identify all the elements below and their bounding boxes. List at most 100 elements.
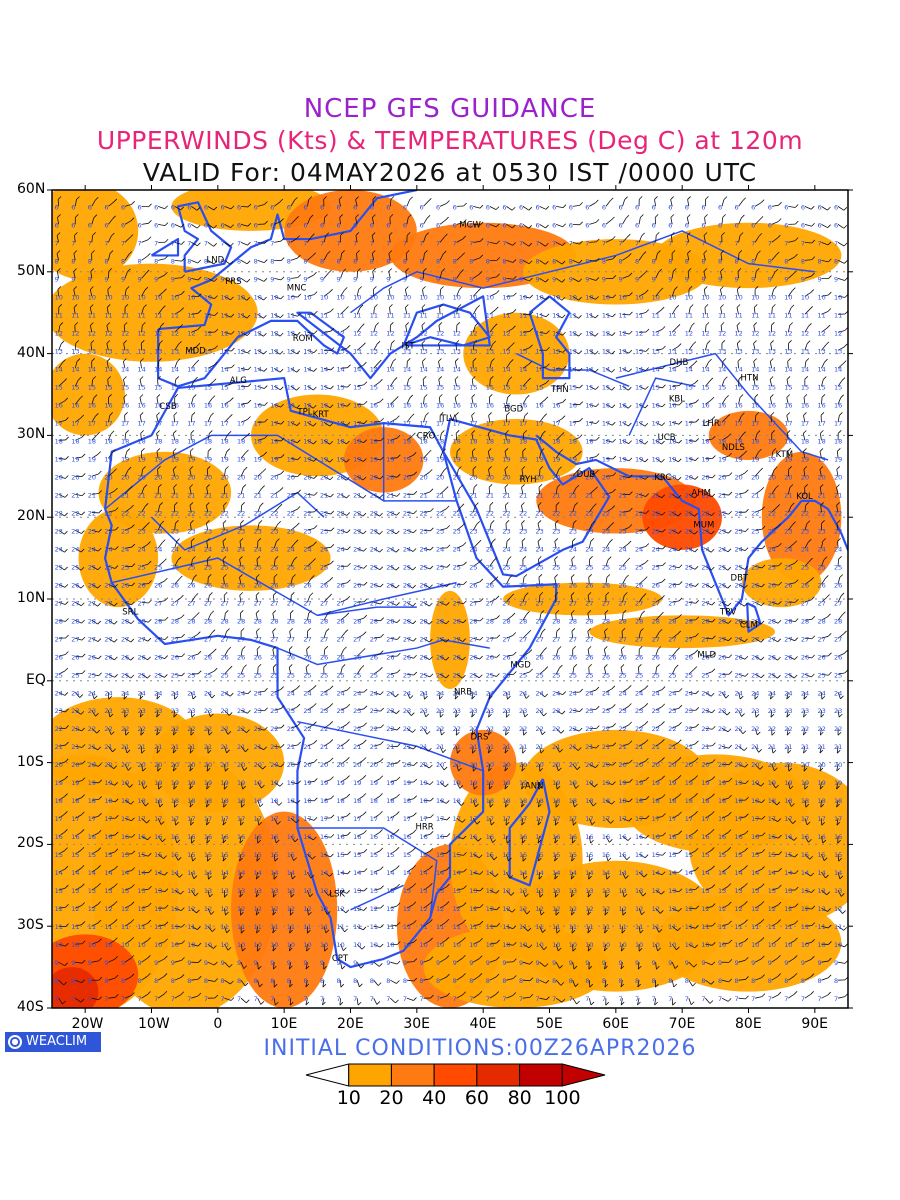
svg-text:11: 11	[701, 311, 709, 319]
svg-text:6: 6	[353, 221, 357, 229]
svg-text:11: 11	[55, 311, 63, 319]
svg-text:7: 7	[751, 239, 755, 247]
svg-text:14: 14	[337, 365, 345, 373]
colorbar-label: 60	[464, 1087, 490, 1109]
svg-text:9: 9	[585, 275, 589, 283]
svg-text:14: 14	[171, 365, 179, 373]
svg-text:6: 6	[254, 203, 258, 211]
svg-text:14: 14	[270, 365, 278, 373]
svg-text:6: 6	[220, 221, 224, 229]
lat-label: 10N	[17, 590, 46, 606]
svg-text:9: 9	[204, 275, 208, 283]
svg-text:13: 13	[751, 347, 759, 355]
lon-label: 20E	[337, 1016, 364, 1032]
svg-text:8: 8	[585, 257, 589, 265]
svg-text:11: 11	[353, 311, 361, 319]
svg-text:12: 12	[320, 329, 328, 337]
svg-text:15: 15	[171, 383, 179, 391]
svg-text:14: 14	[502, 365, 510, 373]
svg-text:14: 14	[469, 365, 477, 373]
svg-text:12: 12	[735, 329, 743, 337]
svg-text:6: 6	[784, 203, 788, 211]
svg-text:15: 15	[204, 383, 212, 391]
colorbar-label: 80	[507, 1087, 532, 1109]
svg-text:6: 6	[436, 203, 440, 211]
station-lnd: LND	[207, 256, 225, 266]
svg-text:6: 6	[320, 203, 324, 211]
svg-text:6: 6	[701, 203, 705, 211]
svg-text:16: 16	[121, 401, 129, 409]
svg-text:15: 15	[187, 383, 195, 391]
svg-text:13: 13	[237, 347, 245, 355]
svg-text:8: 8	[303, 257, 307, 265]
svg-text:12: 12	[486, 329, 494, 337]
svg-text:12: 12	[220, 329, 228, 337]
svg-text:12: 12	[187, 329, 195, 337]
svg-text:11: 11	[817, 311, 825, 319]
station-rom: ROM	[293, 334, 313, 344]
svg-text:8: 8	[320, 257, 324, 265]
svg-text:9: 9	[602, 275, 606, 283]
svg-text:12: 12	[88, 329, 96, 337]
svg-text:11: 11	[370, 311, 378, 319]
svg-text:8: 8	[419, 257, 423, 265]
station-cpt: CPT	[332, 954, 349, 964]
svg-text:12: 12	[668, 329, 676, 337]
svg-text:14: 14	[187, 365, 195, 373]
svg-text:13: 13	[768, 347, 776, 355]
svg-text:9: 9	[154, 275, 158, 283]
svg-text:11: 11	[71, 311, 79, 319]
svg-text:6: 6	[701, 221, 705, 229]
svg-text:8: 8	[635, 257, 639, 265]
svg-text:8: 8	[768, 257, 772, 265]
svg-text:14: 14	[701, 365, 709, 373]
station-dub: DUB	[577, 470, 596, 480]
svg-text:9: 9	[370, 275, 374, 283]
svg-text:10: 10	[668, 293, 676, 301]
svg-text:6: 6	[71, 203, 75, 211]
station-lhr: LHR	[703, 419, 720, 429]
svg-text:10: 10	[386, 293, 394, 301]
svg-text:12: 12	[618, 329, 626, 337]
svg-text:13: 13	[668, 347, 676, 355]
svg-text:10: 10	[55, 293, 63, 301]
svg-text:8: 8	[138, 257, 142, 265]
svg-text:11: 11	[585, 311, 593, 319]
svg-text:12: 12	[685, 329, 693, 337]
svg-text:15: 15	[270, 383, 278, 391]
svg-text:11: 11	[569, 311, 577, 319]
svg-text:6: 6	[552, 203, 556, 211]
svg-text:6: 6	[287, 221, 291, 229]
weaclim-logo-icon: ●	[8, 1035, 22, 1049]
svg-text:15: 15	[685, 383, 693, 391]
svg-text:12: 12	[386, 329, 394, 337]
svg-text:7: 7	[486, 239, 490, 247]
svg-text:9: 9	[519, 275, 523, 283]
svg-text:6: 6	[303, 221, 307, 229]
svg-text:8: 8	[817, 257, 821, 265]
chart-title: NCEP GFS GUIDANCE	[303, 94, 597, 124]
svg-text:6: 6	[668, 203, 672, 211]
svg-text:6: 6	[436, 221, 440, 229]
svg-text:11: 11	[386, 311, 394, 319]
svg-text:13: 13	[104, 347, 112, 355]
svg-text:6: 6	[602, 221, 606, 229]
svg-text:12: 12	[370, 329, 378, 337]
svg-text:12: 12	[585, 329, 593, 337]
svg-text:6: 6	[270, 221, 274, 229]
svg-text:7: 7	[569, 239, 573, 247]
svg-text:13: 13	[55, 347, 63, 355]
svg-text:7: 7	[585, 239, 589, 247]
svg-text:11: 11	[337, 311, 345, 319]
svg-text:6: 6	[237, 221, 241, 229]
svg-text:6: 6	[569, 203, 573, 211]
svg-text:7: 7	[784, 239, 788, 247]
lat-label: 40S	[17, 999, 44, 1015]
station-trv: TRV	[719, 607, 737, 617]
valid-time: VALID For: 04MAY2026 at 0530 IST /0000 U…	[142, 158, 758, 187]
svg-text:10: 10	[104, 293, 112, 301]
svg-text:10: 10	[801, 293, 809, 301]
svg-text:6: 6	[337, 221, 341, 229]
svg-text:12: 12	[138, 329, 146, 337]
svg-text:13: 13	[138, 347, 146, 355]
